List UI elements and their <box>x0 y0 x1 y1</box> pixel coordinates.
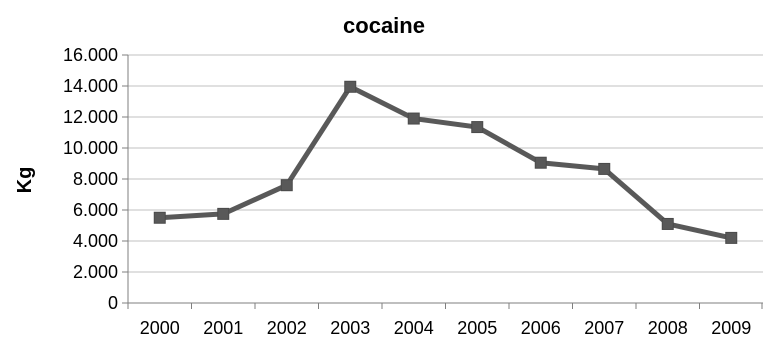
y-tick-label: 14.000 <box>63 76 118 96</box>
x-tick-label: 2000 <box>140 318 180 338</box>
y-tick-label: 4.000 <box>73 231 118 251</box>
data-point-marker <box>280 179 293 192</box>
x-tick-label: 2001 <box>203 318 243 338</box>
data-point-marker <box>725 231 738 244</box>
x-tick-label: 2003 <box>330 318 370 338</box>
data-point-marker <box>153 211 166 224</box>
x-tick-label: 2007 <box>584 318 624 338</box>
x-tick-label: 2006 <box>521 318 561 338</box>
data-point-marker <box>344 80 357 93</box>
data-point-marker <box>534 156 547 169</box>
x-tick-label: 2009 <box>711 318 751 338</box>
y-tick-label: 10.000 <box>63 138 118 158</box>
chart-title: cocaine <box>343 13 425 38</box>
x-tick-label: 2008 <box>648 318 688 338</box>
x-tick-label: 2002 <box>267 318 307 338</box>
gridlines <box>128 54 763 273</box>
axes <box>122 54 763 309</box>
data-point-marker <box>598 162 611 175</box>
series-line <box>157 84 734 241</box>
x-tick-label: 2004 <box>394 318 434 338</box>
x-tick-label: 2005 <box>457 318 497 338</box>
y-tick-label: 2.000 <box>73 262 118 282</box>
y-tick-label: 0 <box>108 293 118 313</box>
data-point-marker <box>661 217 674 230</box>
y-tick-label: 6.000 <box>73 200 118 220</box>
y-axis-label: Kg <box>14 167 36 194</box>
y-tick-label: 8.000 <box>73 169 118 189</box>
series <box>153 80 738 244</box>
x-tick-labels: 2000 2001 2002 2003 2004 2005 2006 2007 2008 2009 <box>140 318 752 338</box>
y-tick-label: 16.000 <box>63 45 118 65</box>
y-tick-label: 12.000 <box>63 107 118 127</box>
data-point-marker <box>407 112 420 125</box>
y-tick-labels: 0 2.000 4.000 6.000 8.000 10.000 12.000 14.000 1… <box>63 45 118 313</box>
data-point-marker <box>471 121 484 134</box>
data-point-marker <box>217 207 230 220</box>
